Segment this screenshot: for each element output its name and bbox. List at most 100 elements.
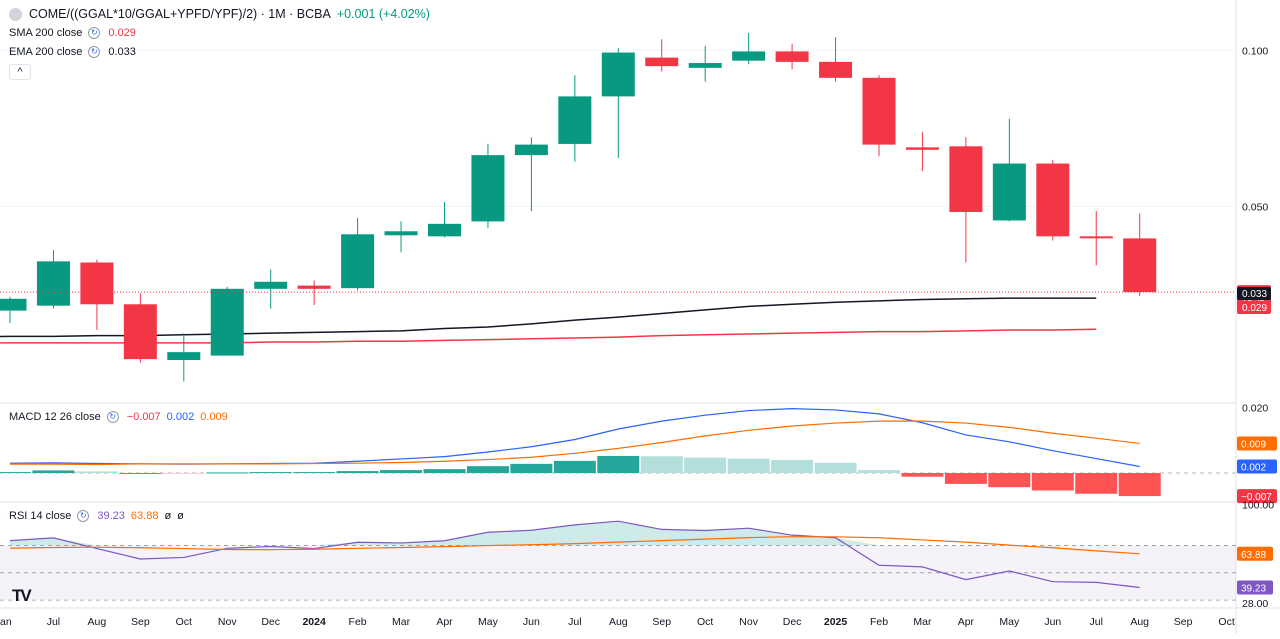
x-tick-label: Jun [1044,616,1061,628]
candle-body [688,63,722,68]
macd-histogram-bar [466,466,509,474]
y-tick-label: 0.100 [1242,45,1268,57]
macd-histogram-bar [858,470,900,474]
candle-body [1036,163,1070,237]
x-tick-label: Nov [218,616,237,628]
price-tag [1237,459,1277,474]
macd-histogram-bar [988,473,1031,488]
candle-body [341,234,375,289]
x-tick-label: 2025 [824,616,848,628]
y-tick-label: 0.020 [1242,402,1268,414]
macd-line [10,420,1140,466]
price-tag [1237,436,1277,451]
sma-legend[interactable]: SMA 200 close ↻ 0.029 [9,27,136,39]
x-tick-label: Mar [913,616,932,628]
rsi-legend-label: RSI 14 close [9,510,72,522]
x-tick-label: Jun [523,616,540,628]
x-tick-label: Jul [1090,616,1103,628]
x-tick-label: Oct [1218,616,1234,628]
symbol-legend[interactable]: COME/((GGAL*10/GGAL+YPFD/YPF)/2) · 1M · … [9,7,430,21]
candle-body [992,163,1026,221]
candle-body [384,231,418,236]
candle-body [601,52,635,97]
macd-histogram-bar [1118,473,1161,497]
candle-body [558,96,592,144]
x-tick-label: Aug [1130,616,1149,628]
sync-icon[interactable]: ↻ [77,510,90,522]
rsi-legend[interactable]: RSI 14 close ↻ 39.23 63.88 ø ø [9,510,184,522]
rsi-value: 39.23 [97,510,125,522]
price-tag [1237,580,1273,595]
price-tag [1237,489,1277,504]
macd-histogram-bar [119,473,162,475]
x-tick-label: May [999,616,1020,628]
candle-body [210,288,244,356]
x-tick-label: Feb [870,616,888,628]
macd-histogram-bar [727,458,770,474]
macd-histogram-bar [32,470,75,474]
macd-histogram-bar [380,470,423,474]
moving-average-line [0,328,1097,344]
x-tick-label: Apr [958,616,975,628]
x-tick-label: May [478,616,499,628]
macd-hist-value: −0.007 [126,411,161,423]
candle-body [428,223,461,237]
rsi-extra-value-2: ø [177,510,184,522]
y-tick-label: 100.00 [1242,499,1274,511]
candle-body [80,262,114,305]
rsi-line [9,536,1140,555]
macd-histogram-bar [293,472,336,474]
x-tick-label: an [0,616,12,628]
x-tick-label: 2024 [302,616,326,628]
macd-histogram-bar [901,473,944,477]
x-tick-label: Nov [739,616,758,628]
price-tag-label: 63.88 [1241,550,1266,561]
x-tick-label: Oct [697,616,713,628]
price-tag [1237,546,1273,561]
candle-body [123,304,157,360]
macd-histogram-bar [75,471,118,474]
price-tag-label: 0.033 [1242,289,1267,300]
price-tag-label: 39.23 [1241,584,1266,595]
collapse-legend-button[interactable]: ^ [9,64,31,80]
sma-legend-label: SMA 200 close [9,27,83,39]
sync-icon[interactable]: ↻ [88,46,101,58]
tradingview-logo[interactable]: TV [12,586,32,605]
candle-body [775,51,809,62]
macd-histogram-bar [0,472,31,474]
sync-icon[interactable]: ↻ [88,27,101,39]
macd-histogram-bar [162,473,205,475]
macd-histogram-bar [1031,473,1074,491]
macd-legend[interactable]: MACD 12 26 close ↻ −0.007 0.002 0.009 [9,411,228,423]
candle-body [1079,236,1113,239]
macd-histogram-bar [771,459,814,474]
candle-body [254,281,288,289]
symbol-title[interactable]: COME/((GGAL*10/GGAL+YPFD/YPF)/2) · 1M · … [29,7,331,21]
macd-histogram-bar [206,472,249,474]
x-tick-label: Dec [261,616,280,628]
macd-histogram-bar [684,457,727,474]
candle-body [0,298,27,311]
candle-body [645,57,679,67]
change-value: +0.001 (+4.02%) [336,7,430,21]
macd-histogram-bar [510,463,553,474]
macd-histogram-bar [597,455,640,474]
price-tag [1237,287,1271,300]
price-tag [1237,301,1271,314]
macd-histogram-bar [640,456,683,474]
x-tick-label: Sep [1174,616,1193,628]
x-tick-label: Sep [131,616,150,628]
x-tick-label: Sep [652,616,671,628]
sync-icon[interactable]: ↻ [106,411,119,423]
ema-legend[interactable]: EMA 200 close ↻ 0.033 [9,46,136,58]
x-tick-label: Mar [392,616,411,628]
x-tick-label: Jul [47,616,60,628]
rsi-line [9,520,1140,589]
macd-legend-label: MACD 12 26 close [9,411,101,423]
x-tick-label: Dec [783,616,802,628]
x-tick-label: Apr [436,616,453,628]
macd-histogram-bar [553,460,596,474]
symbol-logo-icon [9,7,22,21]
